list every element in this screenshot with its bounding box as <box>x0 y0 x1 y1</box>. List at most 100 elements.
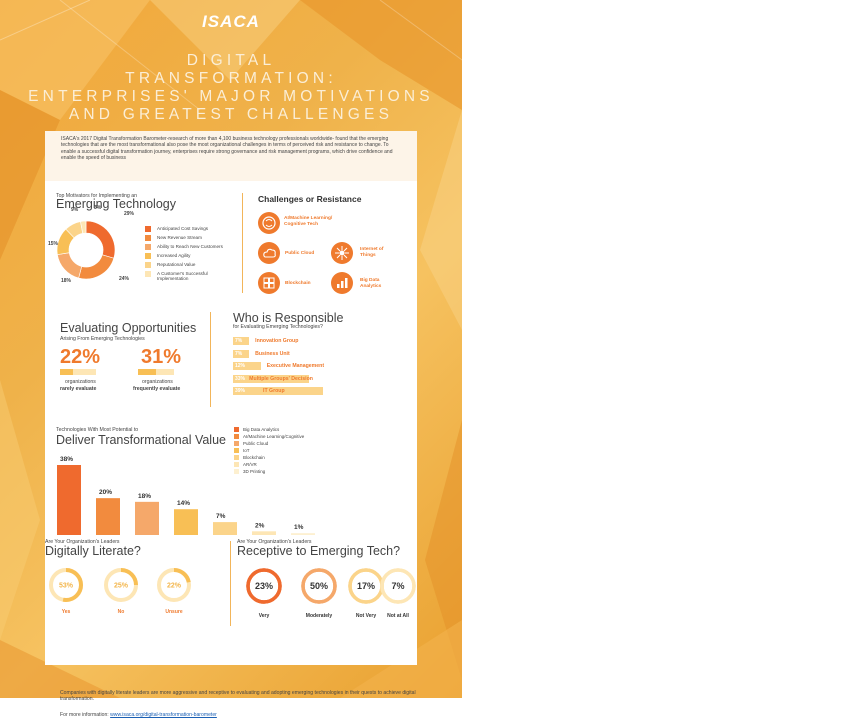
ring-label: No <box>118 609 125 615</box>
donut-slice <box>85 220 116 259</box>
legend-label: A Customer's Successful Implementation <box>157 271 208 282</box>
donut-label-29: 29% <box>124 211 135 217</box>
ring-percent: 50% <box>310 581 328 591</box>
challenge-label: Blockchain <box>285 281 311 286</box>
literate-rings: 53% Yes 25% No 22% Unsure <box>49 568 191 615</box>
footer-more-info: For more information: www.isaca.org/digi… <box>60 712 217 718</box>
donut-label-24: 24% <box>119 276 130 282</box>
donut-slice <box>57 252 83 279</box>
transformational-bar <box>96 498 120 535</box>
ring-percent: 23% <box>255 581 273 591</box>
divider <box>242 193 243 293</box>
legend-label: Public Cloud <box>243 441 269 446</box>
legend-label: Increased Agility <box>157 253 191 258</box>
legend-label: AI/Machine Learning/Cognitive <box>243 434 305 439</box>
transformational-bar-label: 20% <box>99 489 112 496</box>
ring-percent: 53% <box>59 582 74 589</box>
legend-swatch <box>234 455 239 460</box>
page-title-line-2: TRANSFORMATION: <box>125 70 337 87</box>
donut-label-18: 18% <box>61 278 72 284</box>
transformational-subtitle: Technologies With Most Potential to <box>56 427 139 433</box>
rarely-evaluate-bar <box>60 369 96 375</box>
ring-label: Very <box>259 613 270 619</box>
transformational-bar <box>252 531 276 535</box>
legend-swatch <box>145 235 151 241</box>
responsible-bar <box>233 337 250 345</box>
ring-arc <box>380 568 416 604</box>
network-icon <box>331 242 353 264</box>
motivators-donut-chart <box>56 220 116 280</box>
responsible-bar-label: IT Group <box>263 388 285 394</box>
receptive-subtitle: Are Your Organization's Leaders <box>237 539 312 545</box>
literate-title: Digitally Literate? <box>45 544 141 558</box>
ring-arc <box>246 568 282 604</box>
responsible-bar-label: Business Unit <box>255 350 290 357</box>
infographic: ISACA DIGITAL TRANSFORMATION: ENTERPRISE… <box>0 0 462 698</box>
responsible-title: Who is Responsible <box>233 311 344 325</box>
legend-swatch <box>234 434 239 439</box>
motivators-card: Top Motivators for Implementing an Emerg… <box>45 181 417 300</box>
responsible-bar <box>233 387 323 395</box>
ring-label: Not at All <box>387 613 409 619</box>
transformational-bar-label: 18% <box>138 493 151 500</box>
legend-swatch <box>234 448 239 453</box>
challenge-label: Public Cloud <box>285 251 315 256</box>
divider <box>210 312 211 407</box>
legend-swatch <box>234 469 239 474</box>
data-icon <box>331 272 353 294</box>
responsible-bar-label: Multiple Groups' Decision <box>249 375 313 382</box>
responsible-bar-percent: 33% <box>235 375 246 382</box>
responsible-bar-label: Executive Management <box>266 363 325 369</box>
blocks-icon <box>258 272 280 294</box>
legend-swatch <box>145 253 151 259</box>
evaluating-card: Evaluating Opportunities Arising From Em… <box>45 300 417 415</box>
ring-label: Moderately <box>306 613 333 619</box>
legend-label: 3D Printing <box>243 469 266 474</box>
transformational-bar-label: 2% <box>255 522 265 529</box>
footer-text: Companies with digitally literate leader… <box>60 690 416 702</box>
rarely-evaluate-label: rarely evaluate <box>60 386 97 392</box>
responsible-bar-percent: 39% <box>235 388 246 394</box>
cloud-icon <box>258 242 280 264</box>
legend-swatch <box>145 244 151 250</box>
legend-swatch <box>234 441 239 446</box>
frequently-evaluate-percent: 31% <box>141 346 182 368</box>
ring-percent: 17% <box>357 581 375 591</box>
divider <box>230 541 231 626</box>
rarely-evaluate-percent: 22% <box>60 346 101 368</box>
responsible-bar <box>233 374 310 383</box>
ring-arc <box>301 568 337 604</box>
ring-arc <box>157 568 191 602</box>
transformational-card: Technologies With Most Potential to Deli… <box>45 415 417 665</box>
transformational-bar-label: 1% <box>294 524 304 531</box>
transformational-bar-chart: 38% 20% 18% 14% 7% 2% 1% <box>57 456 315 535</box>
transformational-bar-label: 38% <box>60 456 73 463</box>
donut-label-15: 15% <box>48 241 59 247</box>
legend-swatch <box>145 271 151 277</box>
ring-label: Not Very <box>356 613 377 619</box>
challenges-title: Challenges or Resistance <box>258 194 362 204</box>
responsible-bar <box>233 349 250 358</box>
transformational-bar <box>135 501 159 535</box>
legend-label: AR/VR <box>243 462 257 467</box>
page-title-line-4: AND GREATEST CHALLENGES <box>68 106 394 123</box>
legend-swatch <box>234 462 239 467</box>
literate-subtitle: Are Your Organization's Leaders <box>45 539 120 545</box>
transformational-bar <box>57 465 81 535</box>
legend-label: Reputational Value <box>157 262 196 267</box>
responsible-bar-percent: 7% <box>235 350 243 357</box>
transformational-bar <box>213 522 237 535</box>
barometer-link[interactable]: www.isaca.org/digital-transformation-bar… <box>110 712 217 718</box>
legend-label: Blockchain <box>243 455 265 460</box>
responsible-bar <box>233 362 261 370</box>
challenge-label: Big Data Analytics <box>360 278 382 289</box>
ring-percent: 22% <box>167 582 182 589</box>
receptive-rings: 23% Very 50% Moderately 17% Not Very 7% Not at … <box>246 568 416 619</box>
isaca-logo: ISACA <box>202 12 260 31</box>
receptive-title: Receptive to Emerging Tech? <box>237 544 401 558</box>
legend-label: Ability to Reach New Customers <box>157 244 223 249</box>
frequently-evaluate-label: frequently evaluate <box>133 386 181 392</box>
evaluating-title: Evaluating Opportunities <box>60 321 197 335</box>
legend-label: Anticipated Cost Savings <box>157 226 209 231</box>
